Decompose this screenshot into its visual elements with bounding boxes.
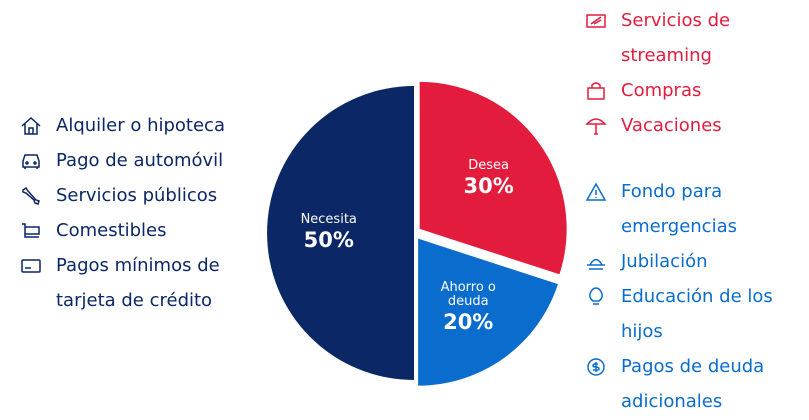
bulb-icon (589, 287, 603, 305)
home-icon (21, 116, 41, 135)
list-item: Pagos de deuda adicionales (585, 349, 807, 419)
umbrella-icon (585, 118, 607, 135)
wrench-icon (22, 186, 40, 205)
list-text: Pagos mínimos de tarjeta de crédito (56, 255, 220, 311)
list-item: Pagos mínimos de tarjeta de crédito (20, 248, 270, 318)
card-icon (21, 259, 41, 273)
slice-label: Desea 30% (449, 157, 529, 199)
slice-name: Necesita (300, 212, 357, 227)
slice-percent: 30% (463, 173, 514, 198)
coin-icon (587, 358, 605, 376)
slice-percent: 50% (303, 228, 354, 252)
slice-percent: 20% (443, 309, 494, 334)
list-text: Compras (621, 80, 702, 101)
warning-icon (585, 182, 607, 201)
list-text: Educación de los hijos (621, 286, 773, 342)
list-text: Servicios públicos (56, 185, 218, 206)
savings-list: Fondo para emergencias Jubilación Educac… (585, 174, 807, 419)
list-text: Jubilación (621, 251, 708, 272)
wants-list: Servicios de streaming Compras Vacacione… (585, 3, 807, 143)
list-item: Servicios de streaming (585, 3, 807, 73)
list-text: Comestibles (56, 220, 167, 241)
car-icon (22, 154, 40, 169)
pie-slice (418, 238, 558, 386)
bag-icon (587, 82, 605, 100)
list-text: Pagos de deuda adicionales (621, 356, 765, 412)
list-text: Fondo para emergencias (621, 181, 737, 237)
list-text: Alquiler o hipoteca (56, 115, 225, 136)
screen-icon (586, 14, 606, 28)
list-item: Alquiler o hipoteca (20, 108, 270, 143)
slice-name: Ahorro o deuda (440, 279, 496, 309)
sunset-icon (587, 258, 605, 270)
list-item: Servicios públicos (20, 178, 270, 213)
list-item: Fondo para emergencias (585, 174, 807, 244)
cart-icon (22, 223, 40, 238)
list-item: Educación de los hijos (585, 279, 807, 349)
list-item: Comestibles (20, 213, 270, 248)
slice-label: Necesita 50% (289, 213, 369, 253)
needs-list: Alquiler o hipoteca Pago de automóvil Se… (20, 108, 270, 318)
list-text: Pago de automóvil (56, 150, 224, 171)
slice-label: Ahorro o deuda 20% (428, 279, 508, 335)
list-text: Vacaciones (621, 115, 722, 136)
list-item: Jubilación (585, 244, 807, 279)
slice-name: Desea (468, 157, 509, 173)
list-item: Compras (585, 73, 807, 108)
list-text: Servicios de streaming (621, 10, 731, 66)
pie-slice (419, 81, 567, 275)
list-item: Pago de automóvil (20, 143, 270, 178)
list-item: Vacaciones (585, 108, 807, 143)
pie-slice (267, 86, 414, 380)
